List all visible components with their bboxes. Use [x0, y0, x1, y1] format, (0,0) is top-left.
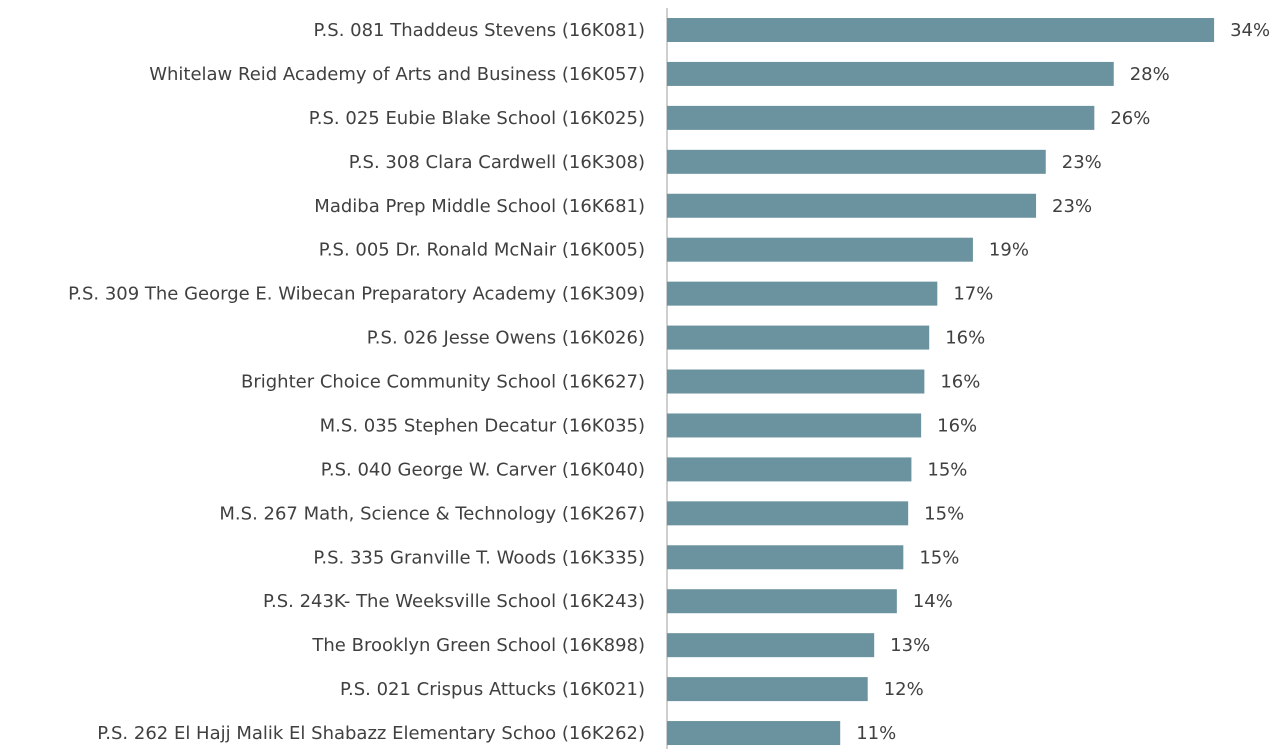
bar: [667, 193, 1037, 218]
bar: [667, 501, 909, 526]
value-label: 28%: [1130, 64, 1170, 85]
category-label: P.S. 335 Granville T. Woods (16K335): [313, 547, 645, 568]
value-label: 13%: [890, 635, 930, 656]
bar: [667, 149, 1046, 174]
category-label: P.S. 243K- The Weeksville School (16K243…: [263, 591, 645, 612]
value-label: 16%: [937, 415, 977, 436]
bar: [667, 105, 1095, 130]
category-label: P.S. 040 George W. Carver (16K040): [321, 459, 645, 480]
bar: [667, 61, 1114, 86]
category-label: P.S. 309 The George E. Wibecan Preparato…: [68, 284, 645, 305]
category-label: Madiba Prep Middle School (16K681): [314, 196, 645, 217]
category-label: P.S. 308 Clara Cardwell (16K308): [349, 152, 645, 173]
value-label: 34%: [1230, 20, 1270, 41]
bar: [667, 633, 875, 658]
bar: [667, 18, 1215, 42]
bar: [667, 237, 973, 262]
value-label: 19%: [989, 240, 1029, 261]
value-label: 11%: [856, 723, 896, 744]
bar: [667, 369, 925, 394]
bar: [667, 281, 938, 306]
category-label: P.S. 005 Dr. Ronald McNair (16K005): [319, 240, 645, 261]
value-label: 16%: [945, 328, 985, 349]
value-label: 17%: [953, 284, 993, 305]
value-label: 15%: [927, 459, 967, 480]
value-label: 23%: [1062, 152, 1102, 173]
value-label: 23%: [1052, 196, 1092, 217]
category-label: M.S. 035 Stephen Decatur (16K035): [320, 415, 645, 436]
bar: [667, 457, 912, 482]
category-label: Brighter Choice Community School (16K627…: [241, 372, 645, 393]
category-label: P.S. 081 Thaddeus Stevens (16K081): [314, 20, 646, 41]
bar: [667, 545, 904, 570]
category-label: P.S. 021 Crispus Attucks (16K021): [340, 679, 645, 700]
bar: [667, 413, 922, 438]
value-label: 26%: [1110, 108, 1150, 129]
value-label: 14%: [913, 591, 953, 612]
category-label: P.S. 026 Jesse Owens (16K026): [367, 328, 645, 349]
category-label: The Brooklyn Green School (16K898): [311, 635, 645, 656]
category-label: P.S. 262 El Hajj Malik El Shabazz Elemen…: [97, 723, 645, 744]
bar: [667, 325, 930, 350]
bar: [667, 677, 868, 702]
category-label: M.S. 267 Math, Science & Technology (16K…: [219, 503, 645, 524]
value-label: 15%: [919, 547, 959, 568]
bar: [667, 721, 841, 746]
value-label: 12%: [884, 679, 924, 700]
value-label: 15%: [924, 503, 964, 524]
bar: [667, 589, 897, 614]
value-label: 16%: [940, 372, 980, 393]
category-label: P.S. 025 Eubie Blake School (16K025): [309, 108, 645, 129]
category-label: Whitelaw Reid Academy of Arts and Busine…: [149, 64, 645, 85]
